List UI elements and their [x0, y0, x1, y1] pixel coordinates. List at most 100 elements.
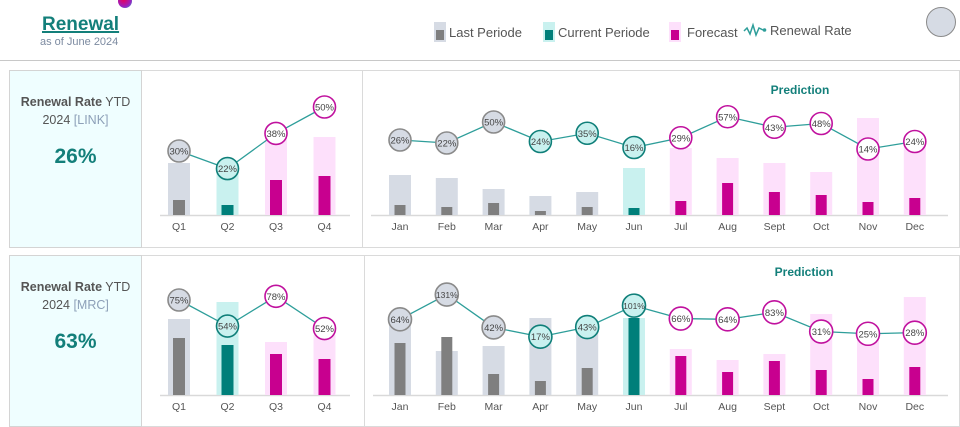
- x-tick-label: Aug: [718, 401, 737, 413]
- x-tick-label: Q1: [172, 221, 186, 233]
- link-quarterly-chart: Q1 Q2 Q3 Q4 30% 22% 38% 50%: [160, 95, 350, 233]
- rate-label: 25%: [858, 329, 878, 340]
- rate-marker: [387, 307, 413, 332]
- rate-marker: [434, 282, 460, 307]
- actual-bar: [675, 356, 687, 395]
- rate-label: 64%: [718, 315, 738, 326]
- x-tick-label: Feb: [438, 401, 456, 413]
- rate-marker: [312, 316, 337, 341]
- legend-label: Forecast: [687, 24, 738, 40]
- actual-bar: [815, 370, 827, 395]
- rate-marker: [762, 115, 787, 140]
- mrc-monthly-chart: Prediction Jan Feb Mar Apr May Jun Jul Aug Sept Oc…: [373, 265, 948, 413]
- legend-renewal-rate: Renewal Rate: [743, 22, 852, 38]
- rate-marker: [668, 125, 693, 150]
- rate-label: 17%: [531, 332, 551, 343]
- actual-bar: [221, 205, 234, 215]
- legend-label: Last Periode: [449, 24, 522, 40]
- x-tick-label: Feb: [438, 221, 456, 233]
- x-tick-label: Dec: [905, 221, 924, 233]
- mrc-quarterly-chart: Q1 Q2 Q3 Q4 75% 54% 78% 52%: [160, 284, 350, 413]
- actual-bar: [318, 359, 331, 395]
- current-period-swatch-icon: [543, 22, 555, 42]
- line-chart-icon: [743, 22, 767, 38]
- actual-bar: [862, 379, 874, 395]
- kpi-value: 26%: [54, 145, 97, 168]
- rate-label: 54%: [218, 322, 238, 333]
- logo-icon: [118, 0, 132, 8]
- actual-bar: [862, 202, 874, 215]
- avatar[interactable]: [926, 7, 956, 37]
- actual-bar: [270, 354, 282, 395]
- x-tick-label: Q4: [317, 401, 331, 413]
- x-tick-label: May: [577, 401, 598, 413]
- actual-bar: [394, 343, 406, 395]
- rate-marker: [902, 129, 927, 154]
- rate-label: 75%: [169, 296, 189, 307]
- legend-label: Renewal Rate: [770, 22, 852, 38]
- target-bar: [669, 148, 692, 215]
- actual-bar: [488, 203, 500, 215]
- renewal-rate-line: [399, 116, 915, 150]
- rate-marker: [855, 321, 881, 347]
- rate-marker: [621, 293, 647, 318]
- rate-label: 101%: [623, 301, 645, 311]
- rate-label: 52%: [315, 324, 335, 335]
- actual-bar: [581, 207, 593, 215]
- rate-label: 28%: [905, 328, 925, 339]
- legend-forecast: Forecast: [669, 22, 738, 42]
- actual-bar: [534, 211, 546, 215]
- target-bar: [216, 170, 239, 215]
- renewal-rate-line: [399, 293, 915, 338]
- chart-title: Prediction: [775, 265, 834, 279]
- actual-bar: [909, 367, 921, 395]
- x-tick-label: Oct: [813, 401, 829, 413]
- rate-marker: [528, 324, 553, 350]
- rate-label: 48%: [812, 119, 832, 130]
- actual-bar: [768, 192, 780, 215]
- x-tick-label: Apr: [532, 221, 549, 233]
- rate-marker: [808, 319, 834, 344]
- page-title: Renewal: [42, 14, 120, 35]
- actual-bar: [441, 337, 453, 395]
- actual-bar: [722, 372, 734, 395]
- actual-bar: [318, 176, 331, 215]
- x-tick-label: Q2: [220, 401, 234, 413]
- rate-marker: [622, 135, 646, 160]
- x-tick-label: Jun: [626, 221, 643, 233]
- rate-label: 43%: [578, 323, 598, 334]
- actual-bar: [628, 208, 640, 215]
- x-tick-label: Q3: [269, 401, 283, 413]
- actual-bar: [581, 368, 593, 395]
- legend-label: Current Periode: [558, 24, 650, 40]
- x-tick-label: Q3: [269, 221, 283, 233]
- kpi-mrc: Renewal Rate YTD 2024 [MRC] 63%: [9, 255, 142, 427]
- x-tick-label: Q1: [172, 401, 186, 413]
- x-tick-label: Q4: [317, 221, 331, 233]
- rate-marker: [856, 137, 880, 161]
- actual-bar: [173, 338, 185, 395]
- x-tick-label: Nov: [859, 221, 878, 233]
- actual-bar: [221, 345, 234, 395]
- rate-marker: [435, 131, 459, 155]
- rate-label: 43%: [765, 123, 785, 134]
- last-period-swatch-icon: [434, 22, 446, 42]
- rate-marker: [762, 299, 787, 325]
- divider: [362, 70, 363, 247]
- x-tick-label: Oct: [813, 221, 829, 233]
- actual-bar: [270, 180, 282, 215]
- rate-label: 22%: [218, 164, 238, 175]
- target-bar: [435, 178, 458, 215]
- rate-label: 50%: [315, 103, 335, 114]
- rate-label: 131%: [436, 290, 458, 300]
- rate-marker: [388, 128, 412, 152]
- rate-label: 24%: [531, 137, 551, 148]
- rate-marker: [264, 284, 288, 309]
- x-tick-label: Mar: [485, 221, 504, 233]
- rate-marker: [167, 139, 191, 163]
- x-tick-label: Aug: [718, 221, 737, 233]
- rate-label: 35%: [578, 129, 598, 140]
- link-monthly-chart: Prediction Jan Feb Mar Apr May Jun Jul Aug Sept Oc…: [371, 83, 948, 233]
- x-tick-label: Jul: [674, 401, 687, 413]
- rate-label: 31%: [812, 327, 832, 338]
